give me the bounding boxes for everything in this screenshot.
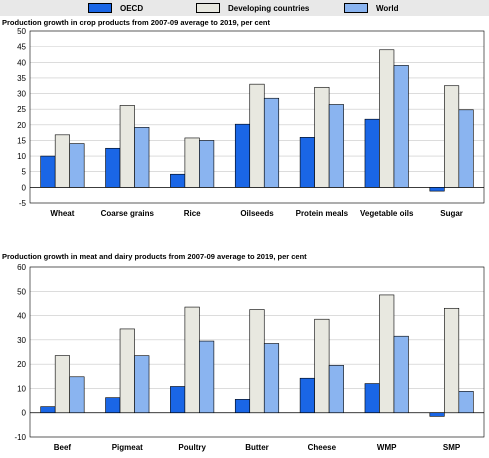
plot-area-border [29, 30, 485, 204]
bar [40, 406, 56, 414]
y-tick-label: 50 [17, 287, 26, 296]
bar [314, 86, 330, 188]
bar [40, 155, 56, 188]
bar [184, 306, 200, 414]
bar [105, 397, 121, 414]
bar [379, 294, 395, 414]
y-tick-label: -10 [14, 433, 26, 442]
bar [119, 328, 135, 414]
bar [54, 134, 70, 188]
y-tick-label: 10 [17, 152, 26, 161]
category-label: SMP [443, 443, 461, 452]
legend-swatch-world [344, 3, 368, 13]
bar [458, 391, 474, 414]
y-tick-label: 5 [22, 168, 27, 177]
legend-item-world: World [344, 2, 399, 14]
legend-item-oecd: OECD [88, 2, 143, 14]
bar [69, 376, 85, 414]
bar [119, 105, 135, 188]
y-tick-label: 0 [22, 183, 27, 192]
chart-title-meat-dairy: Production growth in meat and dairy prod… [2, 252, 307, 261]
bar [299, 137, 315, 188]
category-label: Beef [54, 443, 72, 452]
bar [263, 97, 280, 188]
legend-label-oecd: OECD [120, 3, 144, 13]
bar [458, 109, 474, 188]
bar [170, 386, 186, 414]
bar [393, 65, 409, 188]
category-label: Wheat [50, 209, 74, 218]
y-tick-label: 20 [17, 360, 26, 369]
legend-label-developing: Developing countries [228, 3, 310, 13]
category-label: Rice [184, 209, 201, 218]
category-label: Coarse grains [101, 209, 155, 218]
bar [54, 355, 70, 414]
legend-item-developing: Developing countries [196, 2, 309, 14]
y-tick-label: 30 [17, 336, 26, 345]
bar [299, 377, 315, 414]
y-tick-label: 40 [17, 58, 26, 67]
y-tick-label: 60 [17, 263, 26, 272]
y-tick-label: -5 [19, 199, 27, 208]
category-label: WMP [377, 443, 397, 452]
bar [184, 137, 200, 188]
legend-swatch-oecd [88, 3, 112, 13]
bar [444, 307, 460, 414]
chart-title-crops: Production growth in crop products from … [2, 18, 270, 27]
bar [249, 309, 265, 414]
bar [328, 104, 344, 188]
y-tick-label: 45 [17, 43, 26, 52]
bar [234, 123, 251, 188]
bar [379, 49, 395, 188]
bar [444, 85, 460, 188]
bar [364, 383, 380, 414]
category-label: Poultry [178, 443, 206, 452]
bar [199, 140, 215, 188]
legend-label-world: World [376, 3, 399, 13]
bar [314, 318, 330, 414]
plot-area-border [29, 266, 485, 438]
category-label: Pigmeat [112, 443, 143, 452]
bar [393, 335, 409, 414]
legend-swatch-developing [196, 3, 220, 13]
bar [69, 143, 85, 188]
y-tick-label: 40 [17, 312, 26, 321]
y-tick-label: 15 [17, 136, 26, 145]
legend: OECD Developing countries World [0, 0, 489, 16]
y-tick-label: 0 [22, 409, 27, 418]
bar [429, 412, 445, 417]
category-label: Cheese [308, 443, 337, 452]
bar [364, 118, 380, 188]
y-tick-label: 50 [17, 27, 26, 36]
y-tick-label: 20 [17, 121, 26, 130]
bar [234, 399, 251, 414]
y-tick-label: 10 [17, 384, 26, 393]
category-label: Sugar [440, 209, 463, 218]
category-label: Butter [245, 443, 269, 452]
bar [328, 365, 344, 414]
bar [429, 187, 445, 192]
y-tick-label: 30 [17, 90, 26, 99]
category-label: Vegetable oils [360, 209, 414, 218]
bar [249, 83, 265, 188]
bar [134, 127, 150, 188]
category-label: Oilseeds [240, 209, 274, 218]
bar [199, 340, 215, 414]
y-tick-label: 35 [17, 74, 26, 83]
bar [134, 355, 150, 414]
bar [263, 343, 280, 414]
category-label: Protein meals [296, 209, 349, 218]
bar [170, 173, 186, 188]
y-tick-label: 25 [17, 105, 26, 114]
bar [105, 147, 121, 188]
